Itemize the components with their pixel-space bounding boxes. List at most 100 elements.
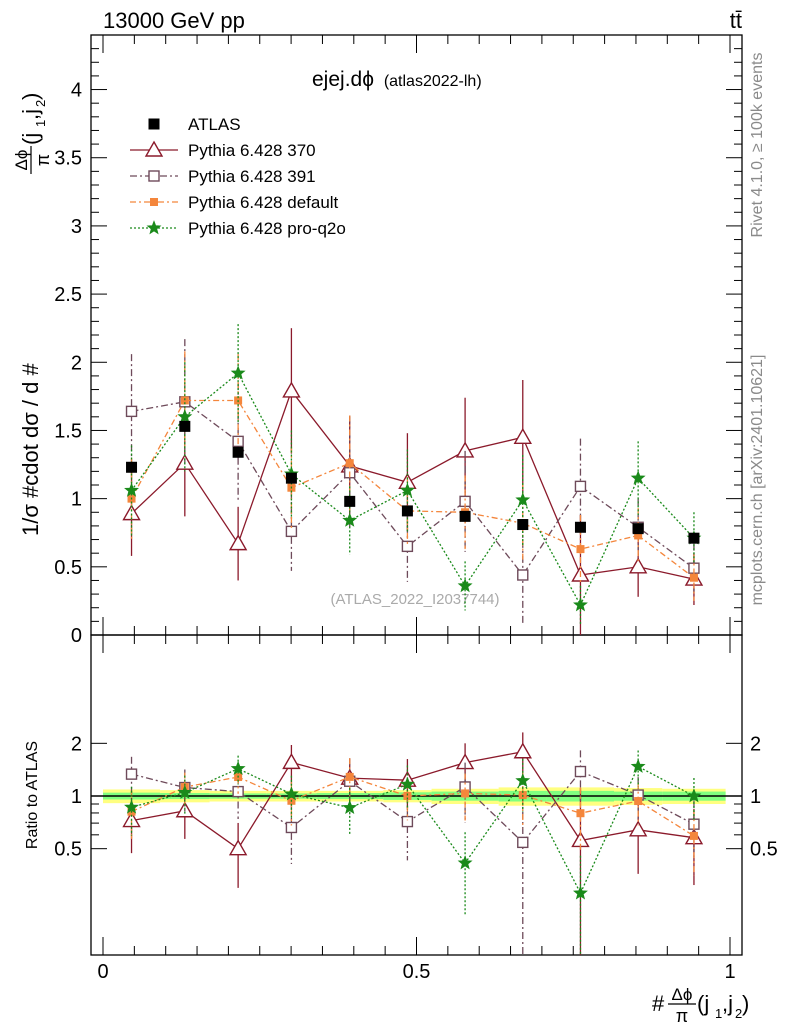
data-point — [126, 461, 138, 473]
data-point — [628, 557, 648, 574]
data-point — [689, 831, 698, 840]
plot-title: ejej.dϕ (atlas2022-lh) — [312, 68, 482, 91]
data-point — [628, 820, 648, 837]
x-label-frac-den: π — [676, 1006, 688, 1024]
y-label-args: (j — [18, 133, 43, 145]
y-tick-label: 1 — [71, 489, 82, 511]
x-label-sub2: 2 — [735, 1006, 742, 1021]
x-label-args: (j — [697, 991, 709, 1016]
series-line — [130, 399, 695, 579]
y-tick-label: 2.5 — [54, 284, 82, 306]
data-point — [515, 772, 531, 788]
data-point — [146, 220, 162, 235]
data-point — [228, 839, 248, 856]
axis-ticks — [91, 34, 742, 955]
data-point — [517, 519, 529, 531]
series-p391 — [125, 339, 700, 625]
data-point — [689, 573, 698, 582]
x-tick-label: 0.5 — [403, 961, 431, 983]
data-point — [457, 578, 473, 593]
y-tick-label: 0 — [71, 625, 82, 647]
data-point — [232, 446, 244, 458]
x-tick-labels: 0 0.5 1 — [97, 961, 735, 983]
main-y-tick-labels: 0 0.5 1 1.5 2 2.5 3 3.5 4 — [54, 80, 82, 647]
data-point — [125, 405, 138, 418]
legend-label: Pythia 6.428 default — [188, 193, 339, 212]
main-y-axis-label: 1/σ #cdot dσ / d # Δϕ π (j 1 ,j 2 ) — [12, 93, 53, 536]
ratio-y-tick-label-right: 0.5 — [750, 839, 778, 861]
ratio-y-tick-label-right: 2 — [750, 733, 761, 755]
legend-item-pq2o: Pythia 6.428 pro-q2o — [130, 219, 346, 238]
data-point — [573, 885, 588, 900]
data-point — [515, 492, 531, 507]
data-point — [230, 760, 246, 776]
data-point — [228, 534, 248, 551]
data-point — [179, 420, 191, 432]
data-point — [517, 836, 529, 849]
x-label-sub1: 1 — [715, 1006, 722, 1021]
data-point — [574, 521, 586, 533]
legend-item-pdef: Pythia 6.428 default — [130, 193, 339, 212]
x-label-frac-num: Δϕ — [672, 985, 693, 1004]
data-point — [576, 809, 585, 818]
process-label: tt̄ — [730, 8, 742, 33]
x-label-comma: ,j — [722, 991, 733, 1016]
data-point — [125, 768, 138, 780]
data-point — [461, 789, 470, 798]
data-point — [634, 797, 643, 806]
data-point — [517, 569, 529, 581]
analysis-watermark: (ATLAS_2022_I2037744) — [330, 591, 499, 608]
ratio-series-line — [131, 765, 695, 895]
data-point — [401, 505, 413, 517]
ratio-series — [122, 732, 704, 955]
data-point — [513, 742, 532, 759]
data-point — [399, 776, 415, 791]
data-point — [285, 525, 298, 538]
legend-item-atlas: ATLAS — [148, 115, 241, 134]
data-point — [630, 470, 646, 485]
series-pq2o — [124, 324, 702, 625]
x-tick-label: 0 — [97, 961, 108, 983]
data-point — [459, 510, 471, 522]
ratio-y-tick-label: 1 — [71, 786, 82, 808]
data-point — [399, 482, 415, 497]
y-tick-label: 4 — [71, 80, 82, 102]
data-point — [634, 531, 643, 540]
legend-label: Pythia 6.428 pro-q2o — [188, 219, 346, 238]
legend-label: Pythia 6.428 370 — [188, 141, 316, 160]
data-point — [345, 772, 354, 781]
data-point — [177, 408, 193, 424]
y-label-close: ) — [18, 93, 43, 100]
data-point — [573, 597, 588, 612]
energy-label: 13000 GeV pp — [103, 8, 245, 33]
mcplots-label: mcplots.cern.ch [arXiv:2401.10621] — [749, 355, 766, 606]
ratio-y-tick-labels: 0.5 1 2 0.5 1 2 — [54, 733, 778, 860]
y-tick-label: 0.5 — [54, 557, 82, 579]
data-point — [285, 821, 298, 834]
data-point — [513, 427, 532, 444]
series-p370 — [122, 328, 704, 635]
data-point — [282, 752, 301, 770]
data-point — [148, 118, 160, 130]
y-tick-label: 3.5 — [54, 148, 82, 170]
data-point — [457, 855, 473, 870]
main-series — [122, 324, 704, 635]
ratio-y-tick-label: 0.5 — [54, 839, 82, 861]
data-point — [632, 523, 644, 535]
data-point — [345, 459, 354, 468]
legend-item-p391: Pythia 6.428 391 — [130, 167, 316, 186]
data-point — [401, 540, 414, 553]
y-label-comma: ,j — [18, 109, 43, 120]
data-point — [124, 799, 139, 814]
plot-title-sub: (atlas2022-lh) — [384, 73, 482, 90]
rivet-label: Rivet 4.1.0, ≥ 100k events — [749, 53, 766, 238]
y-tick-label: 3 — [71, 216, 82, 238]
legend-label: Pythia 6.428 391 — [188, 167, 316, 186]
y-tick-label: 2 — [71, 352, 82, 374]
data-point — [574, 765, 587, 778]
data-point — [342, 512, 358, 527]
y-label-frac-den: π — [33, 154, 53, 166]
x-label-close: ) — [742, 991, 749, 1016]
ratio-y-axis-label: Ratio to ATLAS — [24, 741, 41, 849]
data-point — [150, 198, 158, 206]
